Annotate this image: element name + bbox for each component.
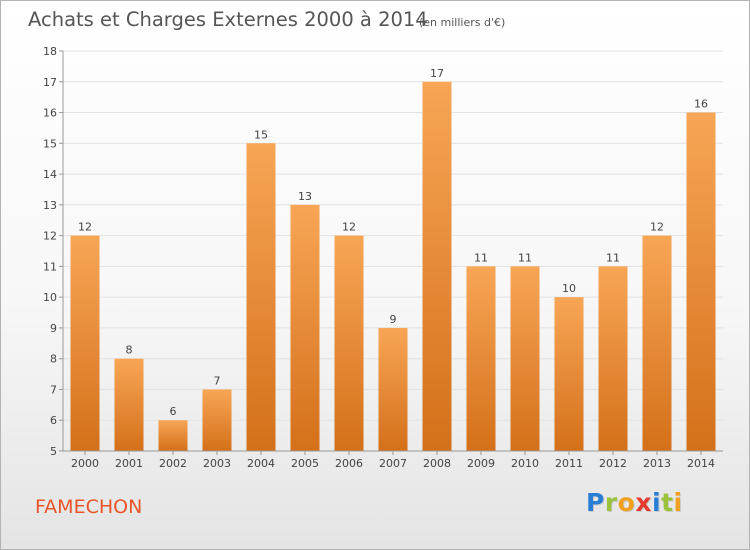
data-label: 16 (694, 98, 708, 111)
data-label: 15 (254, 128, 268, 141)
bar (598, 266, 628, 451)
bar (202, 389, 232, 451)
bar (642, 235, 672, 451)
x-tick-label: 2005 (291, 457, 319, 470)
logo-letter: P (586, 488, 605, 517)
bar (422, 81, 452, 452)
bar (246, 143, 276, 452)
data-label: 11 (518, 251, 532, 264)
y-tick-label: 13 (43, 199, 57, 212)
y-tick-label: 12 (43, 230, 57, 243)
x-tick-label: 2010 (511, 457, 539, 470)
data-label: 11 (606, 251, 620, 264)
chart-subtitle: (en milliers d'€) (419, 16, 506, 29)
y-tick-label: 17 (43, 76, 57, 89)
data-label: 11 (474, 251, 488, 264)
x-tick-label: 2008 (423, 457, 451, 470)
data-label: 13 (298, 190, 312, 203)
axes (59, 50, 723, 455)
x-tick-label: 2000 (71, 457, 99, 470)
logo-letter: t (661, 488, 674, 517)
commune-name: FAMECHON (35, 496, 143, 518)
y-tick-label: 16 (43, 107, 57, 120)
y-tick-label: 18 (43, 45, 57, 58)
bar (510, 266, 540, 451)
bar (554, 297, 584, 451)
y-tick-label: 11 (43, 260, 57, 273)
x-tick-label: 2014 (687, 457, 715, 470)
x-tick-label: 2009 (467, 457, 495, 470)
x-tick-label: 2007 (379, 457, 407, 470)
y-tick-label: 6 (50, 414, 57, 427)
logo-letter: x (635, 488, 652, 517)
y-tick-label: 5 (50, 445, 57, 458)
x-tick-label: 2004 (247, 457, 275, 470)
x-tick-label: 2001 (115, 457, 143, 470)
y-tick-label: 10 (43, 291, 57, 304)
data-label: 17 (430, 67, 444, 80)
y-tick-label: 14 (43, 168, 57, 181)
bars (70, 81, 716, 452)
bar (334, 235, 364, 451)
x-tick-label: 2013 (643, 457, 671, 470)
x-tick-label: 2011 (555, 457, 583, 470)
data-label: 9 (390, 313, 397, 326)
chart-title: Achats et Charges Externes 2000 à 2014 (28, 8, 428, 31)
data-label: 7 (214, 374, 221, 387)
proxiti-logo[interactable]: Proxiti (586, 488, 683, 517)
data-label: 8 (126, 344, 133, 357)
y-tick-label: 15 (43, 137, 57, 150)
logo-letter: i (652, 488, 662, 517)
x-tick-label: 2006 (335, 457, 363, 470)
data-label: 6 (170, 405, 177, 418)
y-tick-label: 9 (50, 322, 57, 335)
bar (378, 327, 408, 451)
bar (158, 420, 188, 451)
logo-letter: r (604, 488, 618, 517)
data-label: 12 (650, 221, 664, 234)
bar (686, 112, 716, 452)
bar (290, 204, 320, 451)
bar (466, 266, 496, 451)
logo-letter: o (617, 488, 636, 517)
labels: 5 6 7 8 9 10 11 12 13 14 15 16 17 18 12 2000 8 2001 6 2002 7… (43, 45, 715, 470)
bar (114, 358, 144, 451)
x-tick-label: 2002 (159, 457, 187, 470)
data-label: 12 (78, 221, 92, 234)
logo-letter: i (673, 488, 683, 517)
data-label: 10 (562, 282, 576, 295)
y-tick-label: 7 (50, 383, 57, 396)
bar (70, 235, 100, 451)
x-tick-label: 2012 (599, 457, 627, 470)
data-label: 12 (342, 221, 356, 234)
y-tick-label: 8 (50, 353, 57, 366)
x-tick-label: 2003 (203, 457, 231, 470)
